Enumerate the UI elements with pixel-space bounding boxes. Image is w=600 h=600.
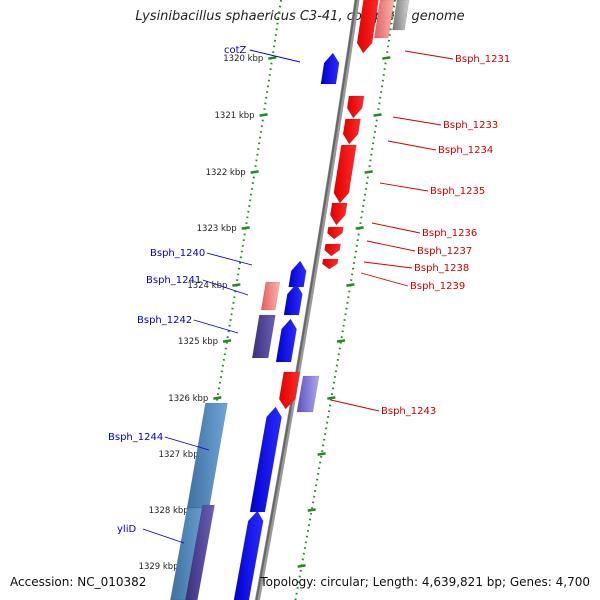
forward-cds-arrow bbox=[275, 318, 297, 363]
kbp-tick-mark bbox=[213, 396, 222, 400]
kbp-tick-label: 1326 kbp bbox=[168, 394, 208, 404]
forward-gene-label: Bsph_1240 bbox=[150, 248, 205, 259]
reverse-cds-arrow-1243 bbox=[278, 371, 301, 410]
reverse-gene-label: Bsph_1243 bbox=[381, 406, 436, 417]
reverse-cds-arrow bbox=[356, 0, 379, 54]
kbp-tick-label: 1324 kbp bbox=[187, 281, 227, 291]
forward-gene-label: Bsph_1242 bbox=[137, 315, 192, 326]
rail-major-tick bbox=[346, 283, 355, 287]
kbp-tick-mark bbox=[241, 226, 250, 230]
rail-major-tick bbox=[355, 226, 364, 230]
reverse-gene-leader bbox=[360, 272, 409, 287]
forward-cds-arrow bbox=[283, 283, 303, 316]
kbp-tick-label: 1323 kbp bbox=[197, 224, 237, 234]
reverse-gene-leader bbox=[387, 140, 437, 151]
gene-box-grey-top bbox=[392, 0, 410, 31]
kbp-tick-mark bbox=[250, 170, 259, 174]
gene-box-pink bbox=[260, 281, 281, 311]
forward-cds-arrow bbox=[233, 510, 264, 600]
reverse-cds-arrow bbox=[324, 243, 341, 257]
reverse-gene-leader bbox=[392, 116, 442, 126]
kbp-tick-mark bbox=[259, 113, 268, 117]
reverse-gene-leader bbox=[371, 222, 421, 234]
reverse-cds-arrow bbox=[329, 202, 348, 226]
reverse-gene-label: Bsph_1231 bbox=[455, 54, 510, 65]
topology-text: Topology: circular; Length: 4,639,821 bp… bbox=[260, 575, 590, 589]
forward-gene-leader bbox=[206, 252, 253, 266]
gene-box-purple bbox=[251, 314, 276, 359]
kbp-tick-mark bbox=[268, 56, 277, 60]
kbp-tick-label: 1325 kbp bbox=[178, 337, 218, 347]
reverse-gene-leader bbox=[366, 240, 416, 252]
kbp-tick-mark bbox=[222, 339, 232, 343]
kbp-tick-label: 1322 kbp bbox=[206, 168, 246, 178]
reverse-gene-leader bbox=[404, 50, 454, 60]
reverse-gene-label: Bsph_1233 bbox=[443, 120, 498, 131]
gene-box-purple-lower bbox=[185, 504, 215, 600]
rail-major-tick bbox=[327, 396, 336, 400]
reverse-cds-arrow bbox=[321, 258, 339, 270]
kbp-tick-label: 1321 kbp bbox=[215, 111, 255, 121]
gene-box-lavender-1243 bbox=[296, 375, 320, 413]
reverse-gene-label: Bsph_1237 bbox=[417, 246, 472, 257]
reverse-cds-arrow bbox=[346, 95, 365, 119]
forward-gene-label: Bsph_1244 bbox=[108, 432, 163, 443]
right-tick-rail bbox=[294, 0, 396, 600]
reverse-gene-label: Bsph_1234 bbox=[438, 145, 493, 156]
rail-major-tick bbox=[373, 113, 382, 117]
kbp-tick-label: 1329 kbp bbox=[139, 562, 179, 572]
forward-gene-label: cotZ bbox=[224, 45, 247, 56]
forward-gene-leader bbox=[193, 319, 239, 334]
reverse-cds-arrow bbox=[327, 226, 344, 240]
rail-major-tick bbox=[317, 452, 326, 456]
reverse-cds-arrow bbox=[333, 144, 357, 204]
forward-cds-arrow bbox=[288, 260, 307, 288]
gene-box-lightpink-top bbox=[373, 0, 395, 39]
kbp-tick-mark bbox=[232, 283, 241, 287]
forward-gene-label: yliD bbox=[117, 524, 136, 535]
kbp-tick-label: 1327 kbp bbox=[159, 450, 199, 460]
reverse-gene-label: Bsph_1238 bbox=[414, 263, 469, 274]
reverse-gene-label: Bsph_1236 bbox=[422, 228, 477, 239]
rail-major-tick bbox=[382, 56, 391, 60]
forward-gene-leader bbox=[249, 49, 301, 63]
accession-text: Accession: NC_010382 bbox=[10, 575, 147, 589]
kbp-tick-label: 1320 kbp bbox=[223, 54, 263, 64]
forward-gene-leader bbox=[164, 436, 210, 451]
forward-gene-label: Bsph_1241 bbox=[146, 275, 201, 286]
reverse-gene-label: Bsph_1235 bbox=[430, 186, 485, 197]
reverse-gene-leader bbox=[330, 399, 380, 412]
reverse-gene-label: Bsph_1239 bbox=[410, 281, 465, 292]
forward-gene-leader bbox=[202, 279, 249, 296]
rail-major-tick bbox=[307, 508, 316, 512]
rail-major-tick bbox=[364, 170, 373, 174]
reverse-gene-leader bbox=[363, 261, 413, 269]
reverse-cds-arrow bbox=[342, 118, 361, 145]
forward-cds-arrow bbox=[320, 52, 340, 85]
kbp-tick-label: 1328 kbp bbox=[149, 506, 189, 516]
reverse-gene-leader bbox=[379, 182, 429, 192]
rail-major-tick bbox=[336, 339, 346, 343]
backbone-line bbox=[255, 0, 358, 600]
forward-gene-leader bbox=[142, 528, 185, 544]
rail-major-tick bbox=[297, 564, 306, 568]
